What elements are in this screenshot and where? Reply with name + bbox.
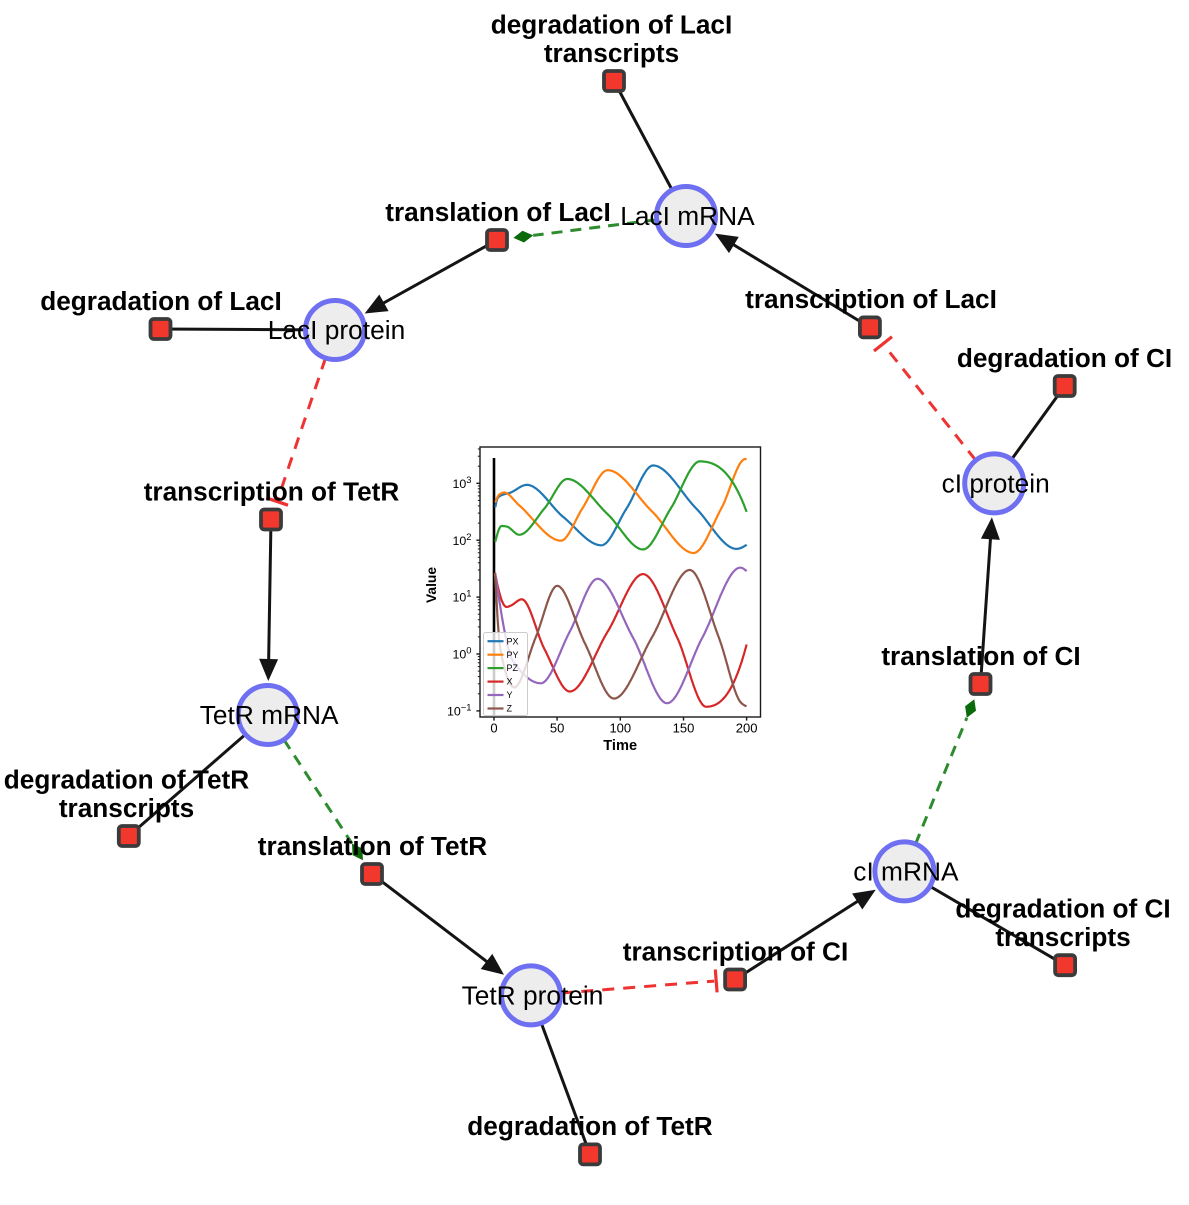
svg-text:PX: PX: [507, 636, 519, 646]
svg-text:50: 50: [550, 720, 564, 735]
svg-text:PY: PY: [507, 650, 519, 660]
svg-text:1: 1: [466, 588, 471, 599]
svg-text:Time: Time: [603, 738, 637, 754]
svg-text:LacI protein: LacI protein: [268, 315, 405, 345]
svg-text:10: 10: [453, 534, 467, 548]
svg-text:TetR mRNA: TetR mRNA: [200, 700, 339, 730]
svg-text:3: 3: [466, 474, 471, 485]
svg-text:transcripts: transcripts: [544, 38, 679, 68]
svg-text:−1: −1: [461, 702, 472, 713]
svg-text:degradation of CI: degradation of CI: [955, 894, 1170, 924]
svg-text:PZ: PZ: [507, 663, 519, 673]
svg-text:200: 200: [736, 720, 758, 735]
svg-text:X: X: [507, 677, 513, 687]
svg-text:cI mRNA: cI mRNA: [853, 856, 959, 886]
svg-text:degradation of TetR: degradation of TetR: [467, 1111, 712, 1141]
svg-text:10: 10: [447, 705, 461, 719]
svg-text:10: 10: [453, 648, 467, 662]
svg-text:100: 100: [609, 720, 631, 735]
svg-text:degradation of LacI: degradation of LacI: [40, 286, 282, 316]
svg-text:degradation of LacI: degradation of LacI: [491, 10, 733, 40]
svg-text:translation of CI: translation of CI: [881, 641, 1080, 671]
svg-text:10: 10: [453, 591, 467, 605]
svg-text:0: 0: [490, 720, 497, 735]
svg-text:0: 0: [466, 645, 471, 656]
svg-text:10: 10: [453, 477, 467, 491]
svg-text:transcription of CI: transcription of CI: [623, 936, 849, 966]
svg-text:150: 150: [673, 720, 695, 735]
svg-text:translation of LacI: translation of LacI: [385, 197, 611, 227]
svg-text:cI protein: cI protein: [942, 468, 1050, 498]
svg-text:transcription of LacI: transcription of LacI: [745, 284, 997, 314]
svg-text:transcripts: transcripts: [995, 922, 1130, 952]
svg-text:Y: Y: [507, 690, 513, 700]
svg-text:transcription of TetR: transcription of TetR: [144, 476, 400, 506]
svg-text:Value: Value: [424, 567, 439, 603]
svg-text:LacI mRNA: LacI mRNA: [620, 201, 755, 231]
svg-text:degradation of TetR: degradation of TetR: [4, 765, 249, 795]
svg-text:2: 2: [466, 531, 471, 542]
svg-text:degradation of CI: degradation of CI: [957, 343, 1172, 373]
svg-text:transcripts: transcripts: [59, 793, 194, 823]
svg-text:translation of TetR: translation of TetR: [258, 831, 487, 861]
svg-text:TetR protein: TetR protein: [462, 980, 604, 1010]
svg-text:Z: Z: [507, 704, 513, 714]
